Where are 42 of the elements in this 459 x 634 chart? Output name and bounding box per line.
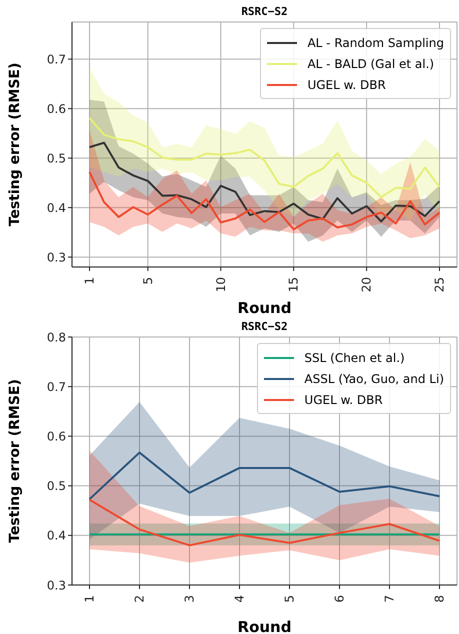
legend-label: UGEL w. DBR <box>307 78 386 92</box>
legend-label: AL - Random Sampling <box>307 36 444 50</box>
x-tick-label: 8 <box>432 595 446 603</box>
x-tick-label: 20 <box>360 277 374 292</box>
chart-title: RSRC−S2 <box>240 5 289 18</box>
x-axis-title: Round <box>238 299 292 317</box>
x-tick-label: 4 <box>232 595 246 603</box>
y-axis-title: Testing error (RMSE) <box>6 62 23 226</box>
line-series <box>88 498 440 546</box>
y-tick-label: 0.5 <box>46 479 66 494</box>
y-tick-label: 0.5 <box>46 151 66 166</box>
line-series <box>88 117 440 198</box>
x-tick-label: 5 <box>282 595 296 603</box>
legend-label: AL - BALD (Gal et al.) <box>307 56 434 70</box>
line-series <box>88 452 440 500</box>
x-tick-label: 5 <box>140 277 155 285</box>
line-series <box>88 170 440 230</box>
y-tick-label: 0.3 <box>46 578 66 592</box>
legend-label: UGEL w. DBR <box>304 392 383 406</box>
y-tick-label: 0.4 <box>46 200 66 215</box>
y-tick-label: 0.7 <box>46 380 66 394</box>
x-tick-label: 7 <box>382 595 396 603</box>
y-tick-label: 0.8 <box>46 330 66 344</box>
x-tick-label: 1 <box>82 595 96 603</box>
line-series <box>88 142 440 222</box>
x-tick-label: 6 <box>332 595 346 603</box>
x-tick-label: 3 <box>182 595 196 603</box>
y-tick-label: 0.6 <box>46 429 66 444</box>
x-tick-label: 15 <box>286 277 301 292</box>
x-tick-label: 2 <box>132 595 146 603</box>
legend-label: SSL (Chen et al.) <box>304 350 405 364</box>
chart-title: RSRC−S2 <box>240 320 289 333</box>
x-tick-label: 25 <box>432 277 446 292</box>
x-tick-label: 10 <box>214 277 228 292</box>
x-tick-label: 1 <box>82 277 96 285</box>
y-tick-label: 0.7 <box>46 52 66 66</box>
y-tick-label: 0.4 <box>46 528 66 543</box>
y-tick-label: 0.6 <box>46 102 66 116</box>
x-axis-title: Round <box>238 618 292 634</box>
legend-label: ASSL (Yao, Guo, and Li) <box>304 372 444 386</box>
y-axis-title: Testing error (RMSE) <box>6 379 23 543</box>
y-tick-label: 0.3 <box>46 250 66 264</box>
